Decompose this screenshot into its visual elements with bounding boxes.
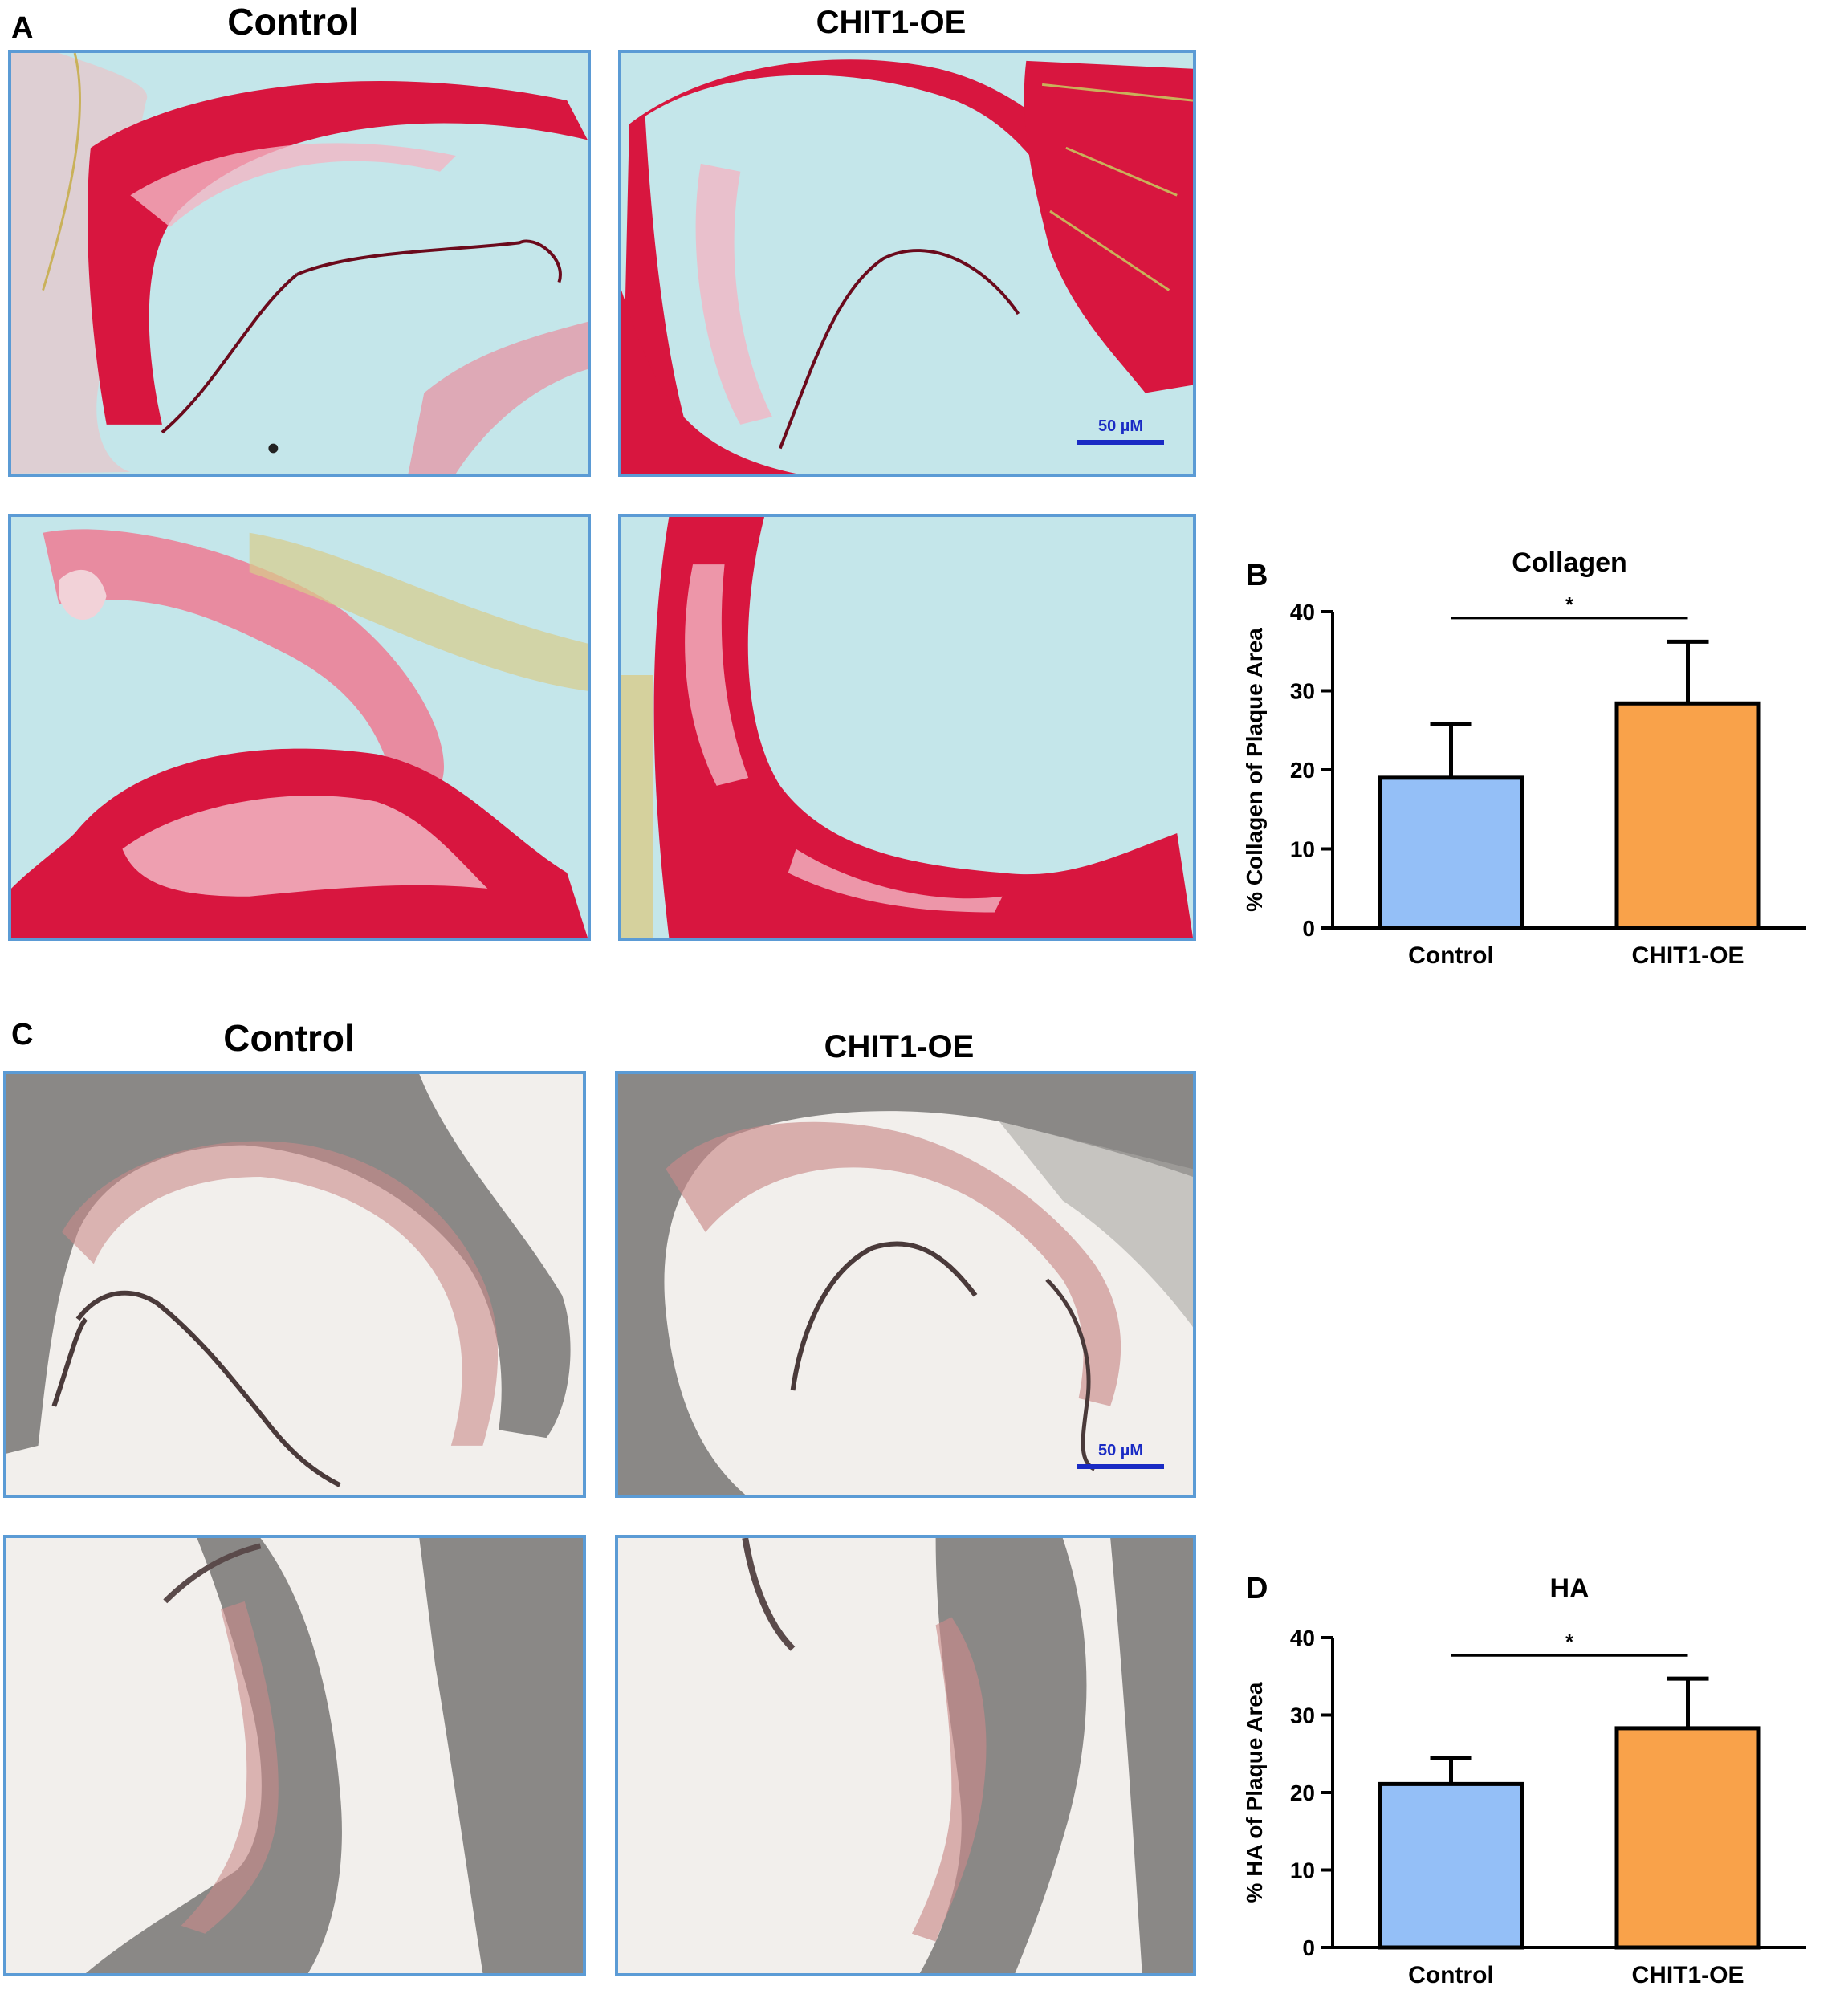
panel-a-control-label: Control bbox=[227, 1, 359, 43]
micrograph-a-control-top bbox=[8, 50, 591, 477]
scale-bar-c bbox=[1077, 1464, 1164, 1469]
ha-ytick-label-0: 0 bbox=[1302, 1935, 1315, 1960]
collagen-significance-star: * bbox=[1565, 592, 1574, 617]
collagen-ylabel: % Collagen of Plaque Area bbox=[1242, 628, 1267, 912]
micrograph-a-oe-bottom bbox=[618, 514, 1196, 941]
collagen-category-label-0: Control bbox=[1408, 942, 1494, 969]
micrograph-c-control-top bbox=[3, 1071, 586, 1498]
collagen-ytick-label-1: 10 bbox=[1290, 837, 1315, 862]
ha-ytick-label-4: 40 bbox=[1290, 1626, 1315, 1650]
ha-ytick-label-1: 10 bbox=[1290, 1858, 1315, 1883]
ha-title: HA bbox=[1549, 1573, 1589, 1604]
scale-bar-a bbox=[1077, 440, 1164, 445]
scale-bar-c-label: 50 µM bbox=[1098, 1442, 1143, 1459]
panel-c-oe-label: CHIT1-OE bbox=[824, 1029, 975, 1064]
micrograph-a-oe-top bbox=[618, 50, 1196, 477]
micrograph-a-control-bottom bbox=[8, 514, 591, 941]
chart-ha-svg: HA % HA of Plaque Area 0 10 20 30 40 Control CHI… bbox=[1242, 1573, 1806, 1988]
micrograph-c-control-bottom bbox=[3, 1535, 586, 1976]
collagen-category-label-1: CHIT1-OE bbox=[1631, 942, 1744, 969]
ha-category-label-0: Control bbox=[1408, 1962, 1494, 1988]
panel-a-letter: A bbox=[11, 11, 34, 45]
ha-ytick-label-2: 20 bbox=[1290, 1780, 1315, 1805]
chart-ha: HA % HA of Plaque Area 0 10 20 30 40 Control CHI… bbox=[1242, 1549, 1814, 1988]
ha-category-label-1: CHIT1-OE bbox=[1631, 1962, 1744, 1988]
ha-bar-0 bbox=[1378, 1781, 1524, 1950]
micrograph-c-oe-top bbox=[615, 1071, 1196, 1498]
panel-d-letter: D bbox=[1246, 1572, 1268, 1605]
ha-significance-star: * bbox=[1565, 1630, 1574, 1654]
panel-c-letter: C bbox=[11, 1018, 34, 1052]
collagen-ytick-label-3: 30 bbox=[1290, 679, 1315, 704]
panel-c-control-label: Control bbox=[223, 1017, 355, 1059]
panel-a-oe-label: CHIT1-OE bbox=[816, 5, 967, 40]
chart-collagen-svg: Collagen % Collagen of Plaque Area 0 10 20 30… bbox=[1242, 547, 1806, 969]
scale-bar-a-label: 50 µM bbox=[1098, 417, 1143, 435]
chart-collagen: Collagen % Collagen of Plaque Area 0 10 20 30… bbox=[1242, 530, 1814, 995]
collagen-ytick-label-4: 40 bbox=[1290, 600, 1315, 625]
panel-b-letter: B bbox=[1246, 559, 1268, 592]
collagen-bar-1 bbox=[1614, 701, 1761, 930]
ha-bar-1 bbox=[1614, 1726, 1761, 1950]
ha-ylabel: % HA of Plaque Area bbox=[1242, 1682, 1267, 1903]
collagen-ytick-label-2: 20 bbox=[1290, 758, 1315, 783]
collagen-title: Collagen bbox=[1512, 547, 1627, 578]
collagen-ytick-label-0: 0 bbox=[1302, 916, 1315, 941]
micrograph-c-oe-bottom bbox=[615, 1535, 1196, 1976]
ha-ytick-label-3: 30 bbox=[1290, 1703, 1315, 1728]
collagen-bar-0 bbox=[1378, 775, 1524, 930]
